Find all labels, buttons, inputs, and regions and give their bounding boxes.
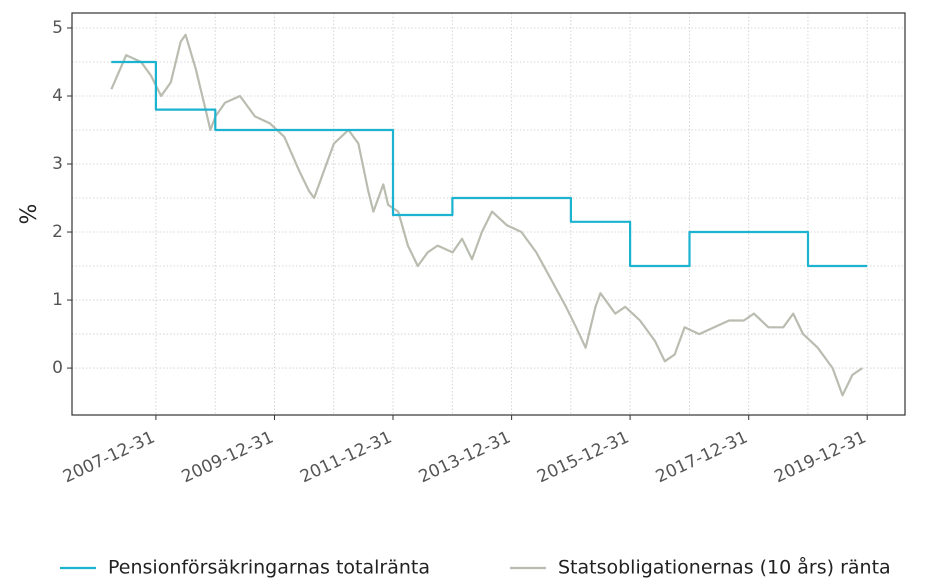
x-tick-label: 2007-12-31 xyxy=(60,427,158,487)
x-tick-label: 2009-12-31 xyxy=(179,427,277,487)
y-tick-label: 3 xyxy=(52,154,63,174)
x-tick-label: 2019-12-31 xyxy=(771,427,869,487)
y-tick-label: 2 xyxy=(52,222,63,242)
y-tick-label: 1 xyxy=(52,290,63,310)
x-tick-label: 2017-12-31 xyxy=(653,427,751,487)
x-tick-label: 2015-12-31 xyxy=(534,427,632,487)
y-tick-label: 5 xyxy=(52,18,63,38)
legend-label: Pensionförsäkringarnas totalränta xyxy=(108,557,430,579)
legend-label: Statsobligationernas (10 års) ränta xyxy=(558,556,891,579)
plot-border xyxy=(71,12,906,416)
data-line xyxy=(111,60,868,268)
y-tick-label: 4 xyxy=(52,86,63,106)
y-axis-label: % xyxy=(17,204,42,225)
y-tick-label: 0 xyxy=(52,358,63,378)
x-tick-label: 2011-12-31 xyxy=(297,427,395,487)
x-tick-label: 2013-12-31 xyxy=(416,427,514,487)
data-line xyxy=(110,33,863,397)
